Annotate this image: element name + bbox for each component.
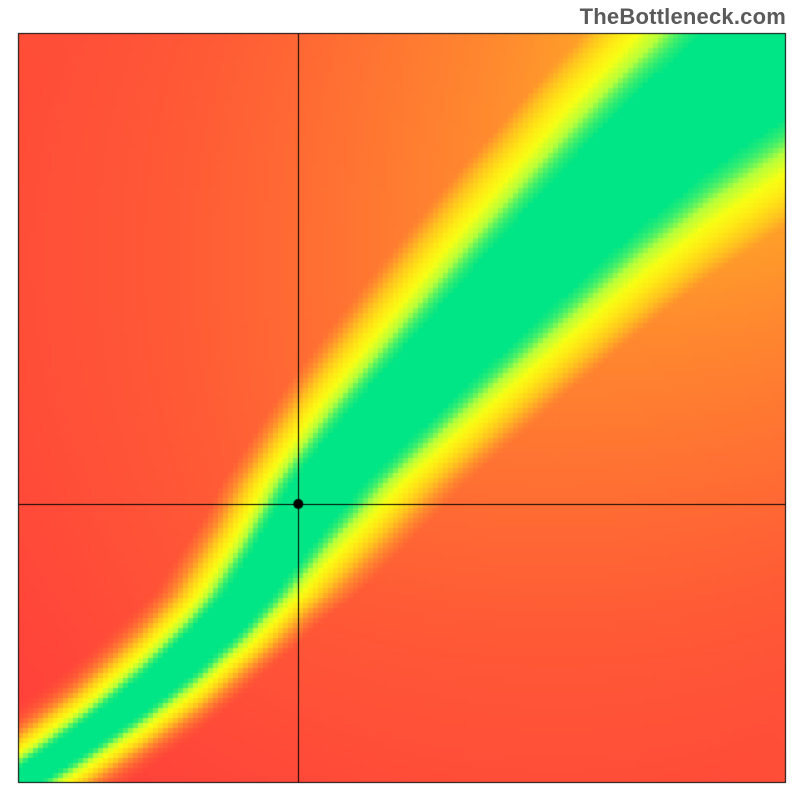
heatmap-canvas: [0, 0, 800, 800]
watermark-text: TheBottleneck.com: [580, 4, 786, 30]
bottleneck-heatmap-chart: TheBottleneck.com: [0, 0, 800, 800]
